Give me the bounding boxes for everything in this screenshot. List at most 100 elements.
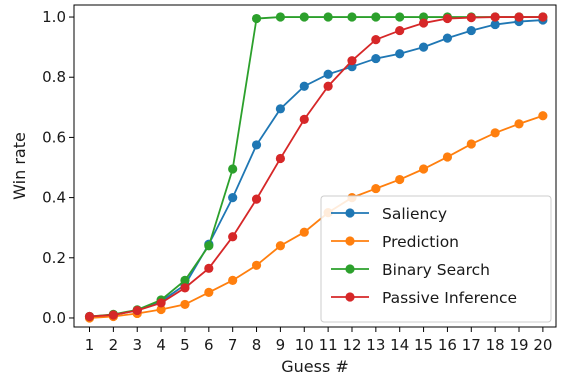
plot-frame	[73, 4, 557, 328]
data-point-passive-inference	[371, 35, 381, 45]
y-tick-label: 1.0	[42, 8, 66, 26]
plot-area	[84, 12, 548, 323]
data-point-prediction	[466, 139, 476, 149]
data-point-prediction	[299, 227, 309, 237]
data-point-prediction	[180, 299, 190, 310]
legend-item-binary-search: Binary Search	[331, 261, 490, 279]
data-point-passive-inference	[156, 298, 166, 308]
data-point-binary-search	[228, 164, 238, 174]
y-tick-label: 0.4	[42, 189, 66, 207]
data-point-saliency	[323, 69, 333, 79]
x-tick-label: 6	[204, 336, 214, 354]
data-point-passive-inference	[466, 13, 476, 23]
x-tick-label: 13	[366, 336, 385, 354]
legend-box	[320, 195, 552, 323]
x-tick-label: 1	[85, 336, 95, 354]
y-axis: 0.0 0.2 0.4 0.6 0.8 1.0	[42, 8, 74, 327]
x-tick-label: 16	[438, 336, 457, 354]
data-point-passive-inference	[228, 232, 238, 242]
x-tick-label: 9	[276, 336, 286, 354]
x-tick-label: 10	[295, 336, 314, 354]
data-point-passive-inference	[251, 194, 262, 204]
x-tick-label: 3	[132, 336, 142, 354]
data-point-saliency	[490, 19, 500, 30]
x-tick-label: 17	[462, 336, 481, 354]
data-point-passive-inference	[84, 311, 95, 322]
legend-label: Prediction	[382, 233, 459, 251]
data-point-prediction	[251, 260, 262, 270]
data-point-passive-inference	[490, 12, 500, 22]
series-passive-inference	[84, 12, 548, 322]
legend-swatch-marker	[345, 208, 355, 218]
data-point-prediction	[204, 287, 214, 297]
data-point-binary-search	[299, 12, 309, 22]
legend-swatch-marker	[345, 264, 355, 274]
data-point-prediction	[418, 164, 429, 174]
y-tick-label: 0.0	[42, 309, 66, 327]
data-point-prediction	[490, 128, 500, 138]
data-point-saliency	[466, 25, 476, 36]
legend-label: Passive Inference	[382, 289, 517, 307]
legend-swatch-marker	[345, 292, 355, 302]
data-point-binary-search	[323, 12, 333, 22]
legend-item-passive-inference: Passive Inference	[331, 289, 517, 307]
data-point-passive-inference	[108, 310, 118, 320]
x-tick-label: 8	[252, 336, 262, 354]
data-point-passive-inference	[538, 12, 548, 22]
data-point-binary-search	[251, 13, 262, 24]
x-tick-label: 19	[509, 336, 528, 354]
data-point-prediction	[228, 275, 238, 285]
data-point-saliency	[299, 81, 309, 91]
data-point-passive-inference	[442, 13, 453, 24]
data-point-saliency	[251, 140, 262, 150]
data-point-passive-inference	[323, 81, 333, 91]
y-axis-label: Win rate	[10, 132, 29, 200]
data-point-passive-inference	[395, 25, 405, 36]
x-axis: 1 2 3 4 5 6 7 8 9 10 11 12 13 14 15 16 17 18 19 20	[85, 327, 552, 354]
data-point-prediction	[442, 152, 453, 162]
legend-label: Saliency	[382, 205, 447, 223]
data-point-passive-inference	[204, 263, 214, 273]
data-point-prediction	[156, 304, 166, 315]
data-point-saliency	[395, 49, 405, 59]
data-point-saliency	[228, 192, 238, 203]
data-point-passive-inference	[347, 56, 357, 66]
data-point-binary-search	[347, 12, 357, 22]
y-tick-label: 0.2	[42, 249, 66, 267]
data-point-prediction	[371, 183, 381, 194]
data-point-binary-search	[275, 12, 286, 22]
data-point-prediction	[514, 119, 524, 129]
x-tick-label: 11	[319, 336, 338, 354]
data-point-binary-search	[395, 12, 405, 22]
data-point-prediction	[275, 241, 286, 251]
data-point-binary-search	[204, 241, 214, 251]
data-point-passive-inference	[132, 305, 142, 316]
data-point-binary-search	[371, 12, 381, 22]
legend-item-prediction: Prediction	[331, 233, 459, 251]
data-point-saliency	[275, 104, 286, 114]
data-point-prediction	[395, 174, 405, 185]
x-tick-label: 4	[156, 336, 166, 354]
x-tick-label: 7	[228, 336, 238, 354]
legend-swatch-marker	[345, 236, 355, 246]
legend-label: Binary Search	[382, 261, 490, 279]
data-point-saliency	[371, 53, 381, 64]
y-tick-label: 0.8	[42, 68, 66, 86]
x-tick-label: 2	[109, 336, 119, 354]
data-point-passive-inference	[299, 114, 309, 124]
data-point-binary-search	[180, 275, 190, 285]
x-tick-label: 12	[342, 336, 361, 354]
data-point-saliency	[442, 33, 453, 43]
x-axis-label: Guess #	[281, 357, 349, 376]
legend: Saliency Prediction Binary Search Passive I…	[320, 195, 552, 323]
data-point-passive-inference	[514, 12, 524, 22]
data-point-passive-inference	[418, 18, 429, 28]
data-point-saliency	[418, 42, 429, 52]
data-point-prediction	[538, 111, 548, 121]
x-tick-label: 14	[390, 336, 409, 354]
y-tick-label: 0.6	[42, 128, 66, 146]
data-point-passive-inference	[180, 283, 190, 293]
x-tick-label: 15	[414, 336, 433, 354]
data-point-passive-inference	[275, 153, 286, 164]
